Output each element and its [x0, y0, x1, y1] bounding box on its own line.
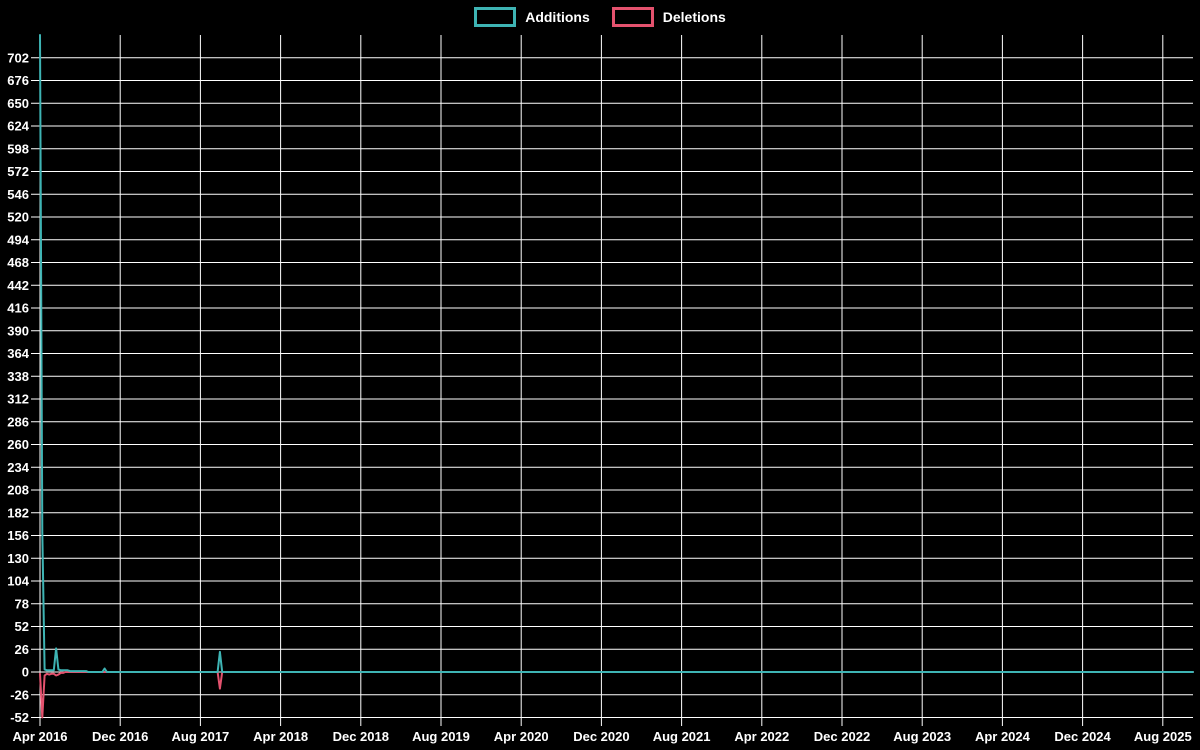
y-axis-tick-label: 286 [7, 414, 29, 429]
y-axis-tick-label: 416 [7, 301, 29, 316]
y-axis-tick-label: -26 [10, 687, 29, 702]
x-axis-tick-label: Aug 2025 [1134, 729, 1192, 744]
y-axis-tick-label: 52 [15, 619, 29, 634]
y-axis-tick-label: 468 [7, 255, 29, 270]
y-axis-tick-label: 78 [15, 596, 29, 611]
y-axis-tick-label: 130 [7, 551, 29, 566]
y-axis-tick-label: 156 [7, 528, 29, 543]
y-axis-tick-label: 338 [7, 369, 29, 384]
y-axis-tick-label: -52 [10, 710, 29, 725]
x-axis-tick-label: Dec 2018 [333, 729, 389, 744]
y-axis-tick-label: 598 [7, 141, 29, 156]
x-axis-tick-label: Dec 2016 [92, 729, 148, 744]
y-axis-tick-label: 572 [7, 164, 29, 179]
y-axis-tick-label: 494 [7, 232, 29, 247]
x-axis-tick-label: Apr 2024 [975, 729, 1031, 744]
x-axis-tick-label: Apr 2018 [253, 729, 308, 744]
series-line-additions [39, 34, 1194, 673]
y-axis-tick-label: 546 [7, 187, 29, 202]
y-axis-tick-label: 364 [7, 346, 29, 361]
y-axis-tick-label: 650 [7, 96, 29, 111]
y-axis-tick-label: 182 [7, 505, 29, 520]
y-axis-tick-label: 676 [7, 73, 29, 88]
x-axis-tick-label: Dec 2022 [814, 729, 870, 744]
x-axis-tick-label: Apr 2020 [494, 729, 549, 744]
x-axis-tick-label: Apr 2016 [13, 729, 68, 744]
chart-legend: Additions Deletions [0, 7, 1200, 27]
y-axis-tick-label: 312 [7, 392, 29, 407]
x-axis-tick-label: Dec 2024 [1054, 729, 1111, 744]
x-axis-tick-label: Apr 2022 [734, 729, 789, 744]
y-axis-tick-label: 260 [7, 437, 29, 452]
y-axis-tick-label: 0 [22, 665, 29, 680]
y-axis-tick-label: 104 [7, 574, 29, 589]
legend-label-additions: Additions [525, 9, 590, 25]
legend-item-additions[interactable]: Additions [474, 7, 590, 27]
additions-swatch-icon [474, 7, 517, 27]
y-axis-tick-label: 234 [7, 460, 29, 475]
x-axis-tick-label: Aug 2019 [412, 729, 470, 744]
y-axis-tick-label: 26 [15, 642, 29, 657]
legend-label-deletions: Deletions [662, 9, 726, 25]
x-axis-tick-label: Aug 2021 [653, 729, 711, 744]
x-axis-tick-label: Aug 2023 [893, 729, 951, 744]
y-axis-tick-label: 624 [7, 119, 29, 134]
y-axis-tick-label: 442 [7, 278, 29, 293]
y-axis-tick-label: 208 [7, 483, 29, 498]
x-axis-tick-label: Dec 2020 [573, 729, 629, 744]
legend-item-deletions[interactable]: Deletions [611, 7, 726, 27]
y-axis-tick-label: 520 [7, 210, 29, 225]
y-axis-tick-label: 390 [7, 323, 29, 338]
y-axis-tick-label: 702 [7, 50, 29, 65]
deletions-swatch-icon [611, 7, 654, 27]
x-axis-tick-label: Aug 2017 [171, 729, 229, 744]
